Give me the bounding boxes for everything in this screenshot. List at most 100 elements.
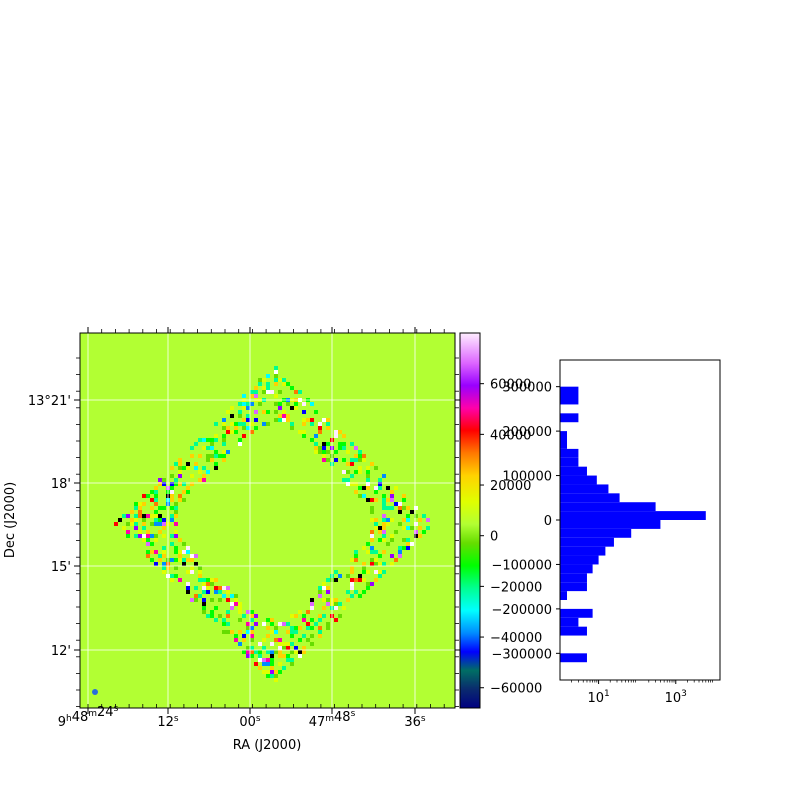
image-frame xyxy=(79,332,456,709)
noise-pixel xyxy=(366,470,370,474)
colorbar-tick-label: −60000 xyxy=(490,682,542,697)
noise-pixel xyxy=(250,394,254,398)
noise-pixel xyxy=(162,478,166,482)
noise-pixel xyxy=(186,486,190,490)
noise-pixel xyxy=(262,386,266,390)
noise-pixel xyxy=(402,518,406,522)
noise-pixel xyxy=(374,522,378,526)
noise-pixel xyxy=(242,634,246,638)
noise-pixel xyxy=(310,422,314,426)
noise-pixel xyxy=(174,574,178,578)
noise-pixel xyxy=(342,478,346,482)
noise-pixel xyxy=(226,630,230,634)
noise-pixel xyxy=(222,454,226,458)
noise-pixel xyxy=(354,454,358,458)
noise-pixel xyxy=(194,554,198,558)
histogram-bar xyxy=(560,528,632,538)
noise-pixel xyxy=(386,486,390,490)
noise-pixel xyxy=(310,642,314,646)
noise-pixel xyxy=(350,558,354,562)
noise-pixel xyxy=(274,370,278,374)
noise-pixel xyxy=(242,638,246,642)
noise-pixel xyxy=(378,538,382,542)
noise-pixel xyxy=(270,390,274,394)
noise-pixel xyxy=(170,482,174,486)
noise-pixel xyxy=(378,526,382,530)
noise-pixel xyxy=(222,618,226,622)
noise-pixel xyxy=(346,470,350,474)
noise-pixel xyxy=(186,490,190,494)
x-tick-label: 12s xyxy=(157,714,179,730)
noise-pixel xyxy=(214,618,218,622)
noise-pixel xyxy=(246,418,250,422)
noise-pixel xyxy=(238,606,242,610)
noise-pixel xyxy=(274,674,278,678)
noise-pixel xyxy=(138,510,142,514)
noise-pixel xyxy=(134,526,138,530)
noise-pixel xyxy=(410,510,414,514)
noise-pixel xyxy=(294,626,298,630)
noise-pixel xyxy=(402,526,406,530)
histogram-bar xyxy=(560,386,579,405)
noise-pixel xyxy=(342,458,346,462)
noise-pixel xyxy=(206,586,210,590)
histogram-bar xyxy=(560,484,609,494)
noise-pixel xyxy=(302,650,306,654)
noise-pixel xyxy=(226,450,230,454)
noise-pixel xyxy=(374,578,378,582)
noise-pixel xyxy=(238,422,242,426)
noise-pixel xyxy=(322,606,326,610)
noise-pixel xyxy=(226,614,230,618)
histogram-bar xyxy=(560,502,656,512)
noise-pixel xyxy=(230,606,234,610)
noise-pixel xyxy=(358,574,362,578)
noise-pixel xyxy=(346,590,350,594)
noise-pixel xyxy=(254,614,258,618)
histogram-x-tick-label: 101 xyxy=(587,689,609,706)
noise-pixel xyxy=(398,546,402,550)
noise-pixel xyxy=(310,438,314,442)
noise-pixel xyxy=(302,634,306,638)
noise-pixel xyxy=(318,426,322,430)
noise-pixel xyxy=(150,506,154,510)
noise-pixel xyxy=(290,662,294,666)
noise-pixel xyxy=(270,666,274,670)
colorbar-tick-label: 60000 xyxy=(490,378,531,393)
noise-pixel xyxy=(310,618,314,622)
noise-pixel xyxy=(370,518,374,522)
noise-pixel xyxy=(354,590,358,594)
noise-pixel xyxy=(342,442,346,446)
noise-pixel xyxy=(170,486,174,490)
noise-pixel xyxy=(214,586,218,590)
y-tick-labels: 13°21' 18' 15' 12' xyxy=(28,394,71,659)
noise-pixel xyxy=(182,562,186,566)
noise-pixel xyxy=(254,650,258,654)
noise-pixel xyxy=(298,650,302,654)
noise-pixel xyxy=(266,650,270,654)
noise-pixel xyxy=(186,586,190,590)
noise-pixel xyxy=(270,662,274,666)
noise-pixel xyxy=(382,498,386,502)
noise-pixel xyxy=(214,606,218,610)
noise-pixel xyxy=(334,434,338,438)
noise-pixel xyxy=(370,582,374,586)
histogram-y-tick-label: 200000 xyxy=(502,425,552,440)
y-axis-title: Dec (J2000) xyxy=(3,482,18,558)
noise-pixel xyxy=(146,514,150,518)
noise-pixel xyxy=(254,390,258,394)
noise-pixel xyxy=(366,498,370,502)
noise-pixel xyxy=(342,434,346,438)
noise-pixel xyxy=(350,458,354,462)
noise-pixel xyxy=(150,558,154,562)
noise-pixel xyxy=(170,558,174,562)
noise-pixel xyxy=(318,422,322,426)
noise-pixel xyxy=(194,562,198,566)
noise-pixel xyxy=(202,578,206,582)
noise-pixel xyxy=(406,538,410,542)
noise-pixel xyxy=(366,486,370,490)
noise-pixel xyxy=(302,646,306,650)
noise-pixel xyxy=(338,602,342,606)
noise-pixel xyxy=(234,638,238,642)
noise-pixel xyxy=(382,538,386,542)
noise-pixel xyxy=(334,578,338,582)
